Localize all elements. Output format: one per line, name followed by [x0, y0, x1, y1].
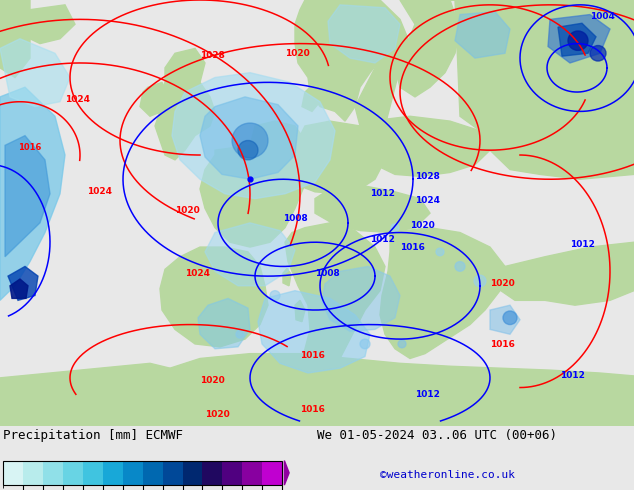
Polygon shape	[285, 121, 385, 194]
Polygon shape	[0, 39, 70, 107]
Circle shape	[236, 330, 244, 338]
Text: 1008: 1008	[283, 214, 307, 223]
Polygon shape	[395, 0, 460, 97]
Text: 1016: 1016	[300, 405, 325, 414]
Text: 1020: 1020	[410, 220, 435, 230]
Polygon shape	[328, 5, 400, 63]
Circle shape	[360, 339, 370, 349]
Polygon shape	[0, 354, 634, 426]
Polygon shape	[285, 223, 385, 426]
Polygon shape	[558, 23, 596, 56]
Polygon shape	[295, 300, 305, 321]
Text: 1012: 1012	[370, 235, 395, 244]
Text: 1024: 1024	[415, 196, 440, 205]
Text: 1020: 1020	[200, 376, 224, 385]
Text: 1016: 1016	[400, 243, 425, 252]
Circle shape	[270, 291, 280, 300]
Text: 1016: 1016	[300, 351, 325, 361]
Polygon shape	[200, 146, 305, 247]
Polygon shape	[302, 82, 322, 111]
Circle shape	[238, 141, 258, 160]
Text: 1016: 1016	[18, 143, 41, 152]
Circle shape	[474, 275, 486, 287]
Polygon shape	[198, 298, 250, 349]
Text: 1024: 1024	[185, 269, 210, 278]
Text: 1020: 1020	[285, 49, 310, 58]
Polygon shape	[8, 267, 38, 300]
Text: 1012: 1012	[560, 371, 585, 380]
Text: 1028: 1028	[415, 172, 440, 181]
Text: 1012: 1012	[415, 390, 440, 399]
Text: 1024: 1024	[65, 95, 90, 104]
Text: 1020: 1020	[490, 279, 515, 288]
Polygon shape	[5, 136, 50, 257]
Circle shape	[398, 340, 406, 348]
Circle shape	[436, 248, 444, 256]
Polygon shape	[285, 461, 289, 485]
Polygon shape	[548, 15, 610, 63]
Polygon shape	[380, 228, 505, 359]
Polygon shape	[258, 291, 370, 373]
Polygon shape	[362, 116, 490, 176]
Polygon shape	[0, 363, 170, 407]
Polygon shape	[160, 247, 268, 347]
Polygon shape	[10, 279, 28, 298]
Polygon shape	[200, 97, 298, 179]
Text: 1028: 1028	[200, 51, 225, 60]
Polygon shape	[320, 361, 342, 378]
Text: ©weatheronline.co.uk: ©weatheronline.co.uk	[380, 470, 515, 480]
Polygon shape	[283, 269, 291, 286]
Text: Precipitation [mm] ECMWF: Precipitation [mm] ECMWF	[3, 429, 183, 442]
Text: 1016: 1016	[490, 340, 515, 349]
Polygon shape	[155, 49, 215, 160]
Polygon shape	[455, 12, 510, 58]
Circle shape	[391, 224, 399, 232]
Text: 1024: 1024	[87, 187, 112, 196]
Polygon shape	[250, 121, 305, 165]
Polygon shape	[20, 5, 75, 44]
Circle shape	[503, 311, 517, 324]
Polygon shape	[0, 87, 65, 300]
Text: 1008: 1008	[315, 269, 340, 278]
Text: We 01-05-2024 03..06 UTC (00+06): We 01-05-2024 03..06 UTC (00+06)	[317, 429, 557, 442]
Polygon shape	[205, 223, 295, 286]
Polygon shape	[295, 0, 385, 121]
Text: 1020: 1020	[175, 206, 200, 215]
Text: 1012: 1012	[570, 240, 595, 249]
Circle shape	[455, 262, 465, 271]
Polygon shape	[435, 368, 470, 383]
Polygon shape	[450, 0, 634, 179]
Circle shape	[232, 123, 268, 158]
Polygon shape	[340, 0, 410, 136]
Polygon shape	[140, 82, 167, 116]
Text: 1020: 1020	[205, 410, 230, 418]
Polygon shape	[498, 242, 634, 305]
Polygon shape	[172, 73, 335, 198]
Circle shape	[590, 46, 606, 61]
Polygon shape	[490, 305, 520, 334]
Polygon shape	[322, 267, 400, 331]
Text: 1012: 1012	[370, 189, 395, 197]
Polygon shape	[0, 0, 30, 77]
Polygon shape	[315, 186, 430, 233]
Circle shape	[568, 31, 588, 50]
Text: 1004: 1004	[590, 12, 615, 22]
